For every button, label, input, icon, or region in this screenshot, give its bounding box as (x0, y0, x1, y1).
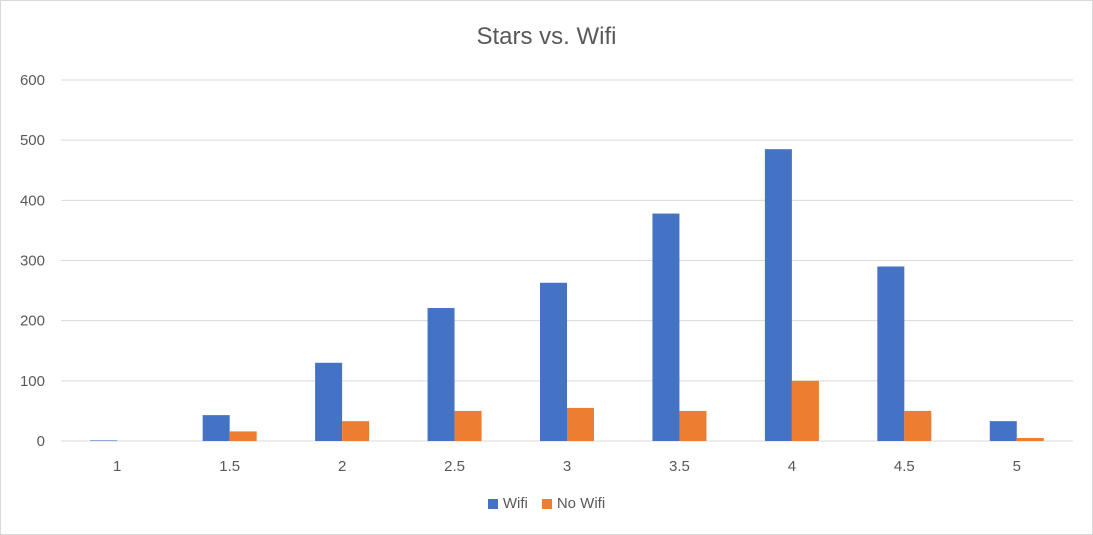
y-tick-label: 100 (20, 373, 45, 390)
x-tick-label: 5 (1013, 458, 1021, 475)
bar-no-wifi (791, 380, 819, 441)
bar-no-wifi (342, 421, 370, 441)
x-tick-label: 4.5 (894, 458, 915, 475)
bar-wifi (877, 266, 905, 441)
x-tick-label: 1.5 (219, 458, 240, 475)
bar-wifi (202, 415, 230, 441)
y-tick-label: 0 (37, 433, 45, 450)
legend-label: Wifi (502, 495, 528, 512)
x-tick-label: 1 (113, 458, 121, 475)
y-tick-label: 500 (20, 132, 45, 149)
x-tick-label: 3 (563, 458, 571, 475)
y-tick-label: 400 (20, 192, 45, 209)
bar-wifi (540, 282, 567, 441)
bar-no-wifi (904, 410, 932, 441)
legend-item: No Wifi (541, 495, 606, 512)
chart-title: Stars vs. Wifi (476, 23, 617, 50)
legend-swatch (487, 498, 498, 509)
bar-no-wifi (1016, 437, 1044, 441)
bar-wifi (427, 308, 455, 441)
bar-wifi (90, 440, 118, 441)
x-tick-label: 3.5 (669, 458, 690, 475)
bar-wifi (764, 149, 792, 442)
bar-wifi (989, 421, 1017, 441)
bar-wifi (652, 213, 680, 441)
x-tick-label: 4 (788, 458, 796, 475)
x-tick-label: 2 (338, 458, 346, 475)
bar-no-wifi (567, 407, 594, 441)
bar-no-wifi (679, 410, 707, 441)
legend-item: Wifi (487, 495, 528, 512)
y-tick-label: 600 (20, 72, 45, 89)
legend-swatch (541, 498, 552, 509)
bar-no-wifi (229, 431, 257, 441)
legend-label: No Wifi (556, 495, 606, 512)
y-tick-label: 200 (20, 313, 45, 330)
bar-wifi (315, 362, 343, 441)
x-tick-label: 2.5 (444, 458, 465, 475)
chart-legend: Wifi No Wifi (1, 495, 1092, 512)
bar-no-wifi (454, 410, 482, 441)
y-tick-label: 300 (20, 253, 45, 270)
